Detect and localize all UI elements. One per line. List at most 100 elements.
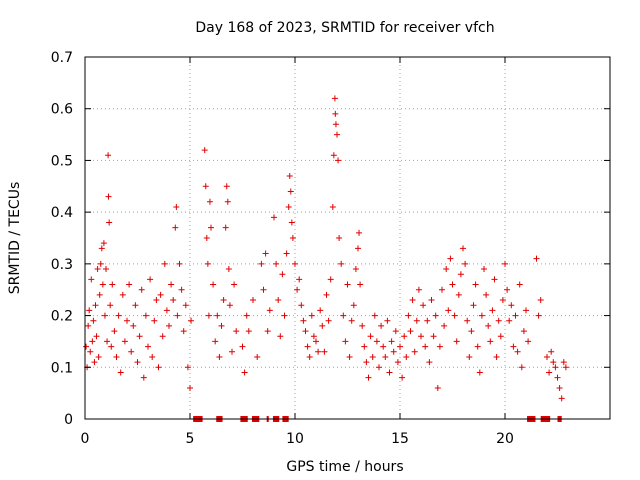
data-point xyxy=(409,297,416,304)
data-point xyxy=(357,281,364,288)
data-point xyxy=(182,302,189,309)
data-point xyxy=(336,235,343,241)
data-point xyxy=(124,317,130,324)
data-point xyxy=(472,281,479,288)
data-point xyxy=(319,322,326,329)
data-point xyxy=(401,333,408,340)
data-point xyxy=(550,359,557,366)
data-point xyxy=(367,333,374,340)
data-point xyxy=(352,266,359,273)
data-point xyxy=(168,281,175,288)
data-point xyxy=(231,281,238,288)
data-point xyxy=(365,374,372,381)
data-point xyxy=(105,193,112,200)
data-point xyxy=(258,260,265,267)
y-tick-label: 0.5 xyxy=(51,153,73,169)
data-point xyxy=(378,322,385,329)
x-tick-label: 0 xyxy=(81,431,90,447)
data-point xyxy=(128,348,135,355)
data-point xyxy=(113,353,120,360)
data-point xyxy=(288,219,295,226)
data-point xyxy=(203,235,210,241)
data-point xyxy=(411,348,418,355)
data-point xyxy=(426,359,433,366)
data-point xyxy=(214,312,221,319)
data-point xyxy=(418,333,424,340)
data-point xyxy=(97,260,104,267)
data-point xyxy=(286,172,293,179)
data-point xyxy=(330,152,337,159)
data-point xyxy=(287,188,294,195)
data-point xyxy=(457,271,464,278)
data-point xyxy=(474,343,481,350)
y-tick-label: 0.2 xyxy=(51,309,73,325)
data-point xyxy=(453,338,460,345)
data-point xyxy=(346,353,353,360)
data-point xyxy=(98,245,105,252)
data-point xyxy=(105,152,112,159)
data-point xyxy=(204,260,211,267)
data-point xyxy=(132,302,139,309)
data-point xyxy=(441,322,448,329)
data-point xyxy=(172,224,179,231)
data-point xyxy=(243,312,250,319)
data-point xyxy=(329,203,336,210)
data-point xyxy=(184,364,191,371)
data-point xyxy=(394,359,401,366)
data-point xyxy=(518,364,525,371)
data-point xyxy=(310,333,317,340)
data-point xyxy=(554,374,561,381)
chart-title: Day 168 of 2023, SRMTID for receiver vfc… xyxy=(195,20,494,36)
data-point xyxy=(100,240,107,247)
data-point xyxy=(460,245,466,252)
data-point xyxy=(350,302,357,309)
data-point xyxy=(327,276,334,283)
data-point xyxy=(478,312,485,319)
data-point xyxy=(180,328,187,335)
data-point xyxy=(239,343,246,350)
data-point xyxy=(499,297,506,304)
data-point xyxy=(93,333,100,340)
data-point xyxy=(210,281,217,288)
data-point xyxy=(485,322,492,329)
data-point xyxy=(325,317,332,324)
data-point xyxy=(447,255,454,262)
data-point xyxy=(338,260,345,267)
data-point xyxy=(466,353,473,360)
data-point xyxy=(223,183,230,190)
data-point xyxy=(109,281,116,288)
data-point xyxy=(170,297,177,304)
data-point xyxy=(205,312,212,319)
data-point xyxy=(308,312,315,319)
data-point xyxy=(556,384,563,391)
data-point xyxy=(281,312,288,319)
data-point xyxy=(159,333,166,340)
data-point xyxy=(218,322,225,329)
data-point xyxy=(241,369,248,376)
data-point xyxy=(117,369,124,376)
data-point xyxy=(523,307,529,314)
data-point xyxy=(407,328,414,335)
data-point xyxy=(397,343,403,350)
data-point xyxy=(206,198,213,205)
data-point xyxy=(103,266,109,273)
data-point xyxy=(535,312,542,319)
data-point xyxy=(94,266,101,273)
data-point xyxy=(138,286,145,293)
data-point xyxy=(91,359,98,366)
data-point xyxy=(115,312,122,319)
data-point xyxy=(271,214,277,221)
data-point xyxy=(92,302,99,309)
data-point xyxy=(140,374,147,381)
data-point xyxy=(134,359,141,366)
data-point xyxy=(260,286,267,293)
data-point xyxy=(512,312,519,319)
data-point xyxy=(405,312,412,319)
data-point xyxy=(163,307,170,314)
data-point xyxy=(279,271,286,278)
data-point xyxy=(493,353,500,360)
data-point xyxy=(155,364,162,371)
data-point xyxy=(176,260,183,267)
data-point xyxy=(520,328,527,335)
